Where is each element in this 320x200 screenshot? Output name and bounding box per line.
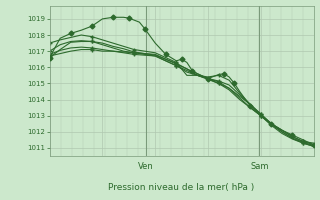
Text: Sam: Sam — [250, 162, 269, 171]
Text: Ven: Ven — [138, 162, 154, 171]
Text: Pression niveau de la mer( hPa ): Pression niveau de la mer( hPa ) — [108, 183, 255, 192]
